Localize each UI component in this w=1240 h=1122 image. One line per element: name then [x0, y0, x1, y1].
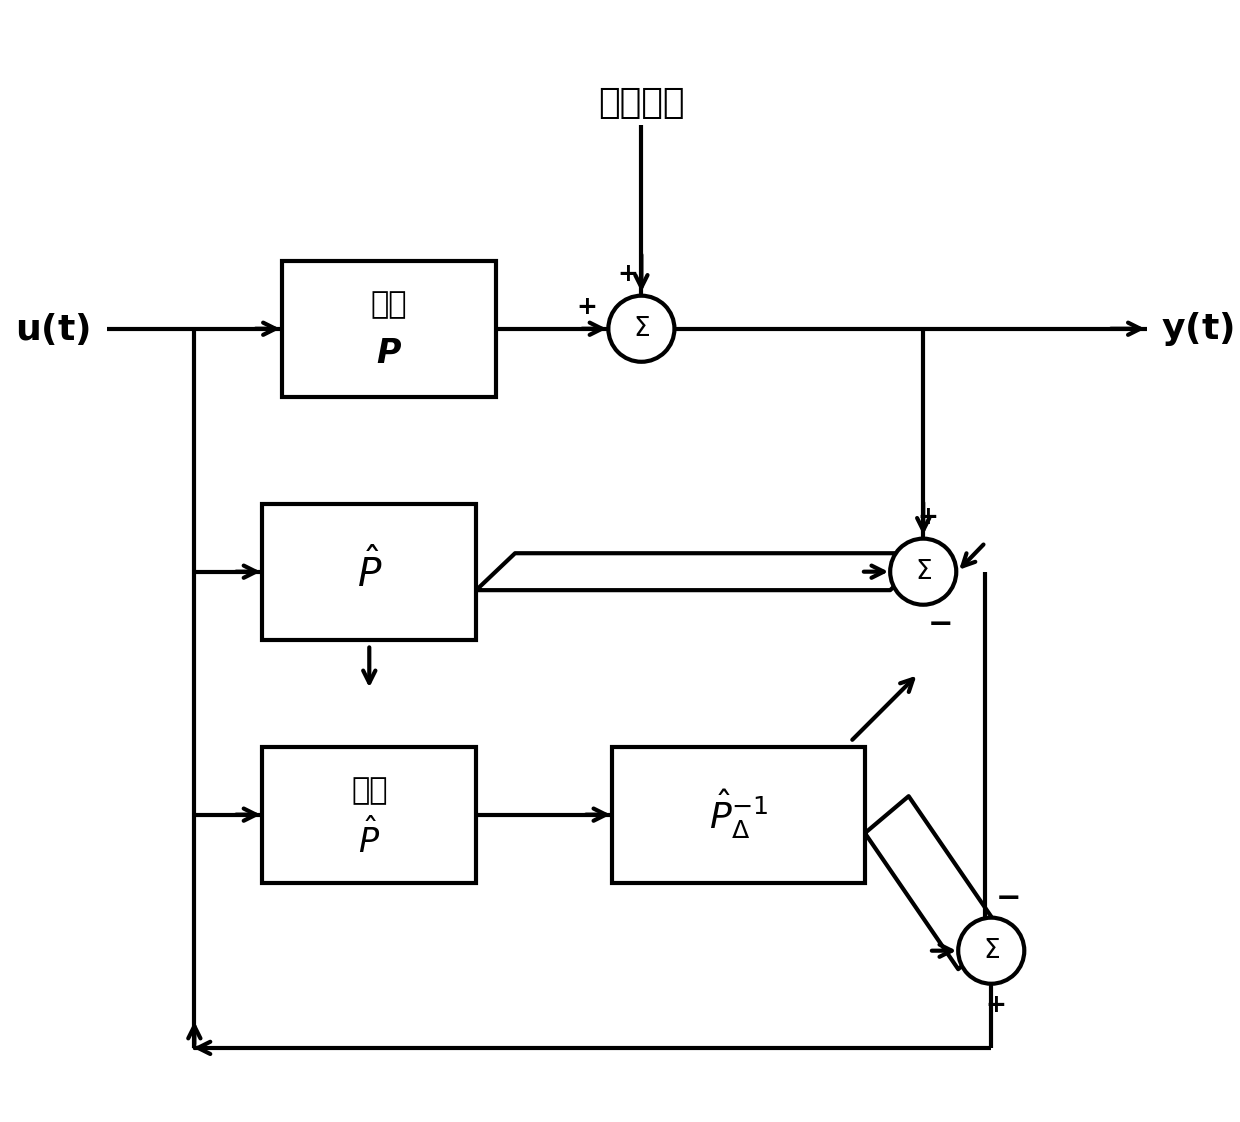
Text: 复制: 复制: [351, 775, 388, 804]
Text: 干扰信号: 干扰信号: [598, 85, 684, 120]
Circle shape: [609, 296, 675, 361]
Bar: [281, 260, 496, 397]
Text: $\mathbf{u(t)}$: $\mathbf{u(t)}$: [15, 311, 89, 347]
Text: −: −: [928, 609, 954, 638]
Text: $\hat{P}_{\Delta}^{-1}$: $\hat{P}_{\Delta}^{-1}$: [709, 788, 768, 842]
Text: $\Sigma$: $\Sigma$: [983, 938, 999, 964]
Bar: [263, 504, 476, 640]
Bar: [263, 746, 476, 883]
Text: 对象: 对象: [371, 289, 407, 319]
Text: +: +: [986, 993, 1007, 1018]
Text: P: P: [377, 337, 401, 369]
Circle shape: [959, 918, 1024, 984]
Text: $\hat{P}$: $\hat{P}$: [357, 549, 382, 595]
Text: $\Sigma$: $\Sigma$: [632, 315, 650, 342]
Circle shape: [890, 539, 956, 605]
Text: $\hat{P}$: $\hat{P}$: [358, 818, 381, 859]
Text: +: +: [577, 295, 598, 320]
Text: $\mathbf{y(t)}$: $\mathbf{y(t)}$: [1162, 310, 1234, 348]
Bar: [613, 746, 866, 883]
Text: −: −: [996, 884, 1022, 912]
Text: $\Sigma$: $\Sigma$: [915, 559, 931, 585]
Text: +: +: [918, 505, 939, 530]
Text: +: +: [618, 263, 639, 286]
